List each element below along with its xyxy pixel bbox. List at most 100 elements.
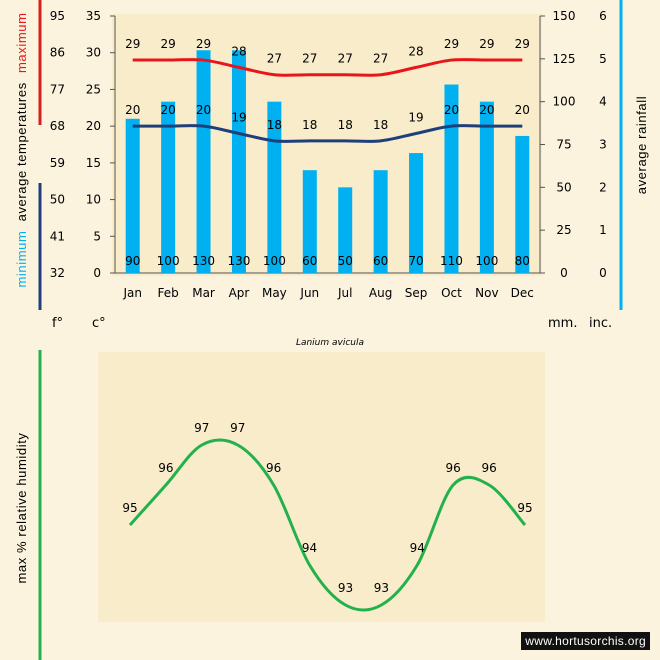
rainfall-data-label: 70 [408,254,423,268]
humidity-data-label: 95 [517,501,532,515]
label-minimum: minimum [14,231,29,288]
label-average-temperatures: average temperatures [14,82,29,221]
min-temp-data-label: 20 [479,103,494,117]
min-temp-data-label: 19 [231,110,246,124]
max-temp-data-label: 27 [267,52,282,66]
fahrenheit-tick-label: 68 [50,119,65,133]
fahrenheit-tick-label: 32 [50,266,65,280]
month-tick-label: Jul [337,286,352,300]
fahrenheit-tick-label: 86 [50,46,65,60]
rainfall-bar [161,101,176,274]
temperature-axis-title: minimum average temperatures maximum [14,12,29,287]
min-temp-data-label: 18 [338,118,353,132]
min-temp-data-label: 20 [196,103,211,117]
rainfall-bar [515,135,530,273]
label-maximum: maximum [14,12,29,73]
max-temp-data-label: 28 [231,44,246,58]
watermark: www.hortusorchis.org [521,632,650,650]
month-tick-label: Jan [122,286,142,300]
rainfall-axis-title: average rainfall [634,96,649,195]
chart-title: Lanium avicula [296,338,364,348]
min-temp-data-label: 18 [373,118,388,132]
min-temp-data-label: 19 [408,110,423,124]
mm-tick-label: 150 [553,9,576,23]
rainfall-data-label: 60 [373,254,388,268]
rainfall-bar [338,187,353,273]
celsius-tick-label: 0 [93,266,101,280]
celsius-tick-label: 10 [86,193,101,207]
humidity-chart: 95 96 97 97 96 94 93 93 94 96 96 95 [122,421,533,612]
inch-tick-label: 5 [599,52,607,66]
rainfall-bar [409,153,424,273]
unit-celsius: c° [92,316,106,331]
fahrenheit-tick-label: 50 [50,193,65,207]
humidity-data-label: 94 [302,541,317,555]
mm-tick-label: 125 [553,52,576,66]
month-tick-label: Feb [158,286,179,300]
month-tick-label: Jun [299,286,319,300]
rainfall-data-label: 100 [263,254,286,268]
rainfall-data-label: 60 [302,254,317,268]
inch-tick-label: 2 [599,180,607,194]
max-temp-data-label: 27 [338,52,353,66]
celsius-tick-label: 35 [86,9,101,23]
rainfall-bar [479,101,494,274]
rainfall-data-label: 100 [475,254,498,268]
rainfall-data-label: 110 [440,254,463,268]
max-temp-data-label: 29 [196,37,211,51]
rainfall-data-label: 80 [515,254,530,268]
max-temperature-line [132,58,523,77]
mm-tick-label: 50 [556,180,571,194]
humidity-data-label: 94 [410,541,425,555]
rainfall-bar [302,170,317,273]
max-temp-data-label: 28 [408,44,423,58]
chart-panel-top [112,14,542,276]
max-temp-data-label: 29 [479,37,494,51]
humidity-data-label: 93 [374,581,389,595]
month-tick-label: Sep [405,286,428,300]
rainfall-data-label: 100 [157,254,180,268]
min-temp-data-label: 20 [444,103,459,117]
humidity-data-label: 96 [481,461,496,475]
humidity-data-label: 96 [266,461,281,475]
celsius-tick-label: 5 [93,229,101,243]
rainfall-data-label: 50 [338,254,353,268]
rainfall-bar [196,50,211,274]
fahrenheit-tick-label: 59 [50,156,65,170]
month-tick-label: Mar [192,286,215,300]
mm-tick-label: 100 [553,95,576,109]
rainfall-bar [444,84,459,274]
fahrenheit-tick-label: 41 [50,229,65,243]
unit-fahrenheit: f° [52,316,63,331]
humidity-data-label: 96 [158,461,173,475]
humidity-data-label: 95 [122,501,137,515]
min-temp-data-label: 20 [160,103,175,117]
unit-inch: inc. [589,316,612,331]
inch-tick-label: 4 [599,95,607,109]
mm-tick-label: 0 [560,266,568,280]
inch-tick-label: 3 [599,138,607,152]
celsius-tick-label: 20 [86,119,101,133]
month-tick-label: Apr [229,286,250,300]
month-tick-label: Dec [511,286,534,300]
chart-panel-bottom [98,352,545,622]
max-temp-data-label: 29 [444,37,459,51]
rainfall-bar [267,101,282,274]
max-temp-data-label: 29 [515,37,530,51]
humidity-data-label: 93 [338,581,353,595]
unit-mm: mm. [548,316,577,331]
humidity-data-label: 97 [230,421,245,435]
max-temp-data-label: 27 [302,52,317,66]
inch-tick-label: 6 [599,9,607,23]
celsius-tick-label: 15 [86,156,101,170]
celsius-tick-label: 25 [86,82,101,96]
min-temp-data-label: 20 [125,103,140,117]
fahrenheit-tick-label: 77 [50,82,65,96]
min-temp-data-label: 18 [302,118,317,132]
rainfall-data-label: 130 [228,254,251,268]
min-temperature-line [132,124,523,143]
max-temp-data-label: 29 [160,37,175,51]
rainfall-data-label: 90 [125,254,140,268]
